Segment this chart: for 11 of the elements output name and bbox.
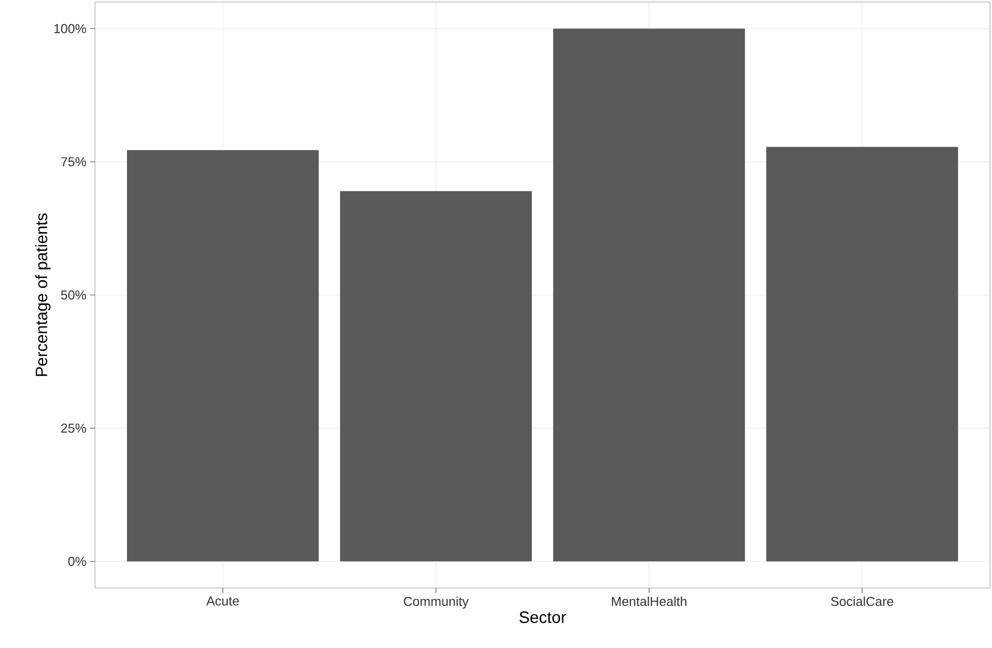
x-tick-label: MentalHealth	[612, 596, 686, 606]
x-tick-label: SocialCare	[831, 596, 894, 606]
y-tick-label: 25%	[61, 424, 86, 433]
y-tick-label: 75%	[61, 157, 86, 166]
y-tick-label: 50%	[61, 290, 86, 300]
x-axis-title: Sector	[520, 611, 566, 624]
y-tick-label: 0%	[68, 556, 86, 566]
x-tick-label: Acute	[206, 596, 239, 606]
y-tick-label: 100%	[54, 24, 86, 34]
y-axis-title: Percentage of patients	[35, 213, 51, 376]
x-tick-label: Community	[404, 596, 469, 609]
